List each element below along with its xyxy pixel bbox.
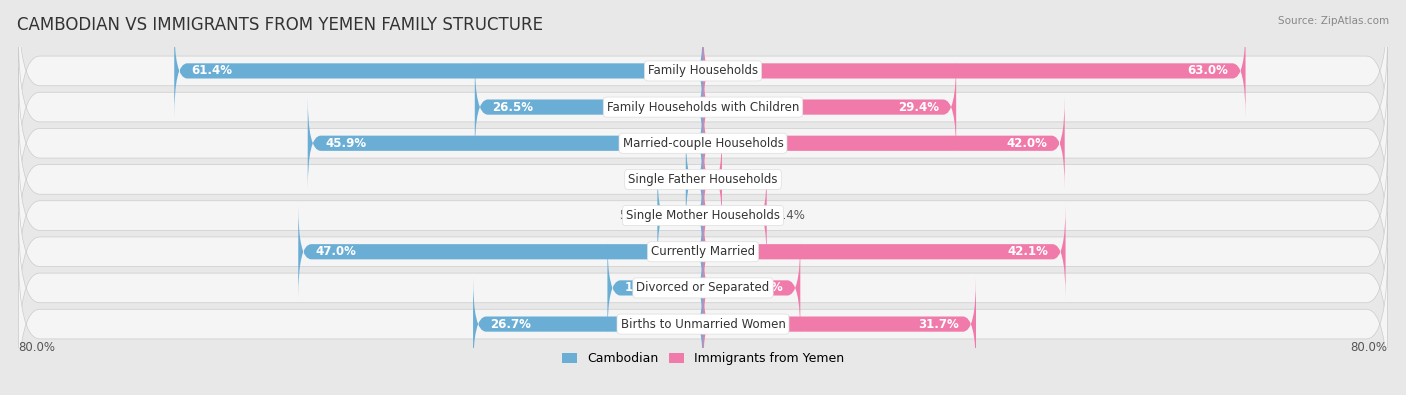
Text: 7.4%: 7.4% <box>775 209 806 222</box>
FancyBboxPatch shape <box>18 176 1388 327</box>
Text: Married-couple Households: Married-couple Households <box>623 137 783 150</box>
Text: Single Father Households: Single Father Households <box>628 173 778 186</box>
FancyBboxPatch shape <box>703 60 956 154</box>
Text: 2.2%: 2.2% <box>731 173 761 186</box>
FancyBboxPatch shape <box>18 0 1388 147</box>
Text: 11.3%: 11.3% <box>742 281 783 294</box>
FancyBboxPatch shape <box>18 32 1388 182</box>
Text: Births to Unmarried Women: Births to Unmarried Women <box>620 318 786 331</box>
FancyBboxPatch shape <box>703 97 1064 190</box>
Text: 31.7%: 31.7% <box>918 318 959 331</box>
Text: Source: ZipAtlas.com: Source: ZipAtlas.com <box>1278 16 1389 26</box>
Text: 42.1%: 42.1% <box>1008 245 1049 258</box>
FancyBboxPatch shape <box>472 277 703 371</box>
Text: Single Mother Households: Single Mother Households <box>626 209 780 222</box>
FancyBboxPatch shape <box>703 133 721 226</box>
Text: 42.0%: 42.0% <box>1007 137 1047 150</box>
Text: 80.0%: 80.0% <box>18 341 55 354</box>
FancyBboxPatch shape <box>703 24 1246 118</box>
Text: Family Households: Family Households <box>648 64 758 77</box>
FancyBboxPatch shape <box>703 241 800 335</box>
FancyBboxPatch shape <box>308 97 703 190</box>
Legend: Cambodian, Immigrants from Yemen: Cambodian, Immigrants from Yemen <box>562 352 844 365</box>
Text: Family Households with Children: Family Households with Children <box>607 101 799 114</box>
Text: 2.0%: 2.0% <box>647 173 678 186</box>
Text: Divorced or Separated: Divorced or Separated <box>637 281 769 294</box>
Text: 63.0%: 63.0% <box>1188 64 1229 77</box>
FancyBboxPatch shape <box>475 60 703 154</box>
Text: Currently Married: Currently Married <box>651 245 755 258</box>
Text: 5.3%: 5.3% <box>619 209 648 222</box>
FancyBboxPatch shape <box>18 213 1388 363</box>
FancyBboxPatch shape <box>18 68 1388 219</box>
Text: 26.7%: 26.7% <box>491 318 531 331</box>
Text: 45.9%: 45.9% <box>325 137 366 150</box>
Text: 26.5%: 26.5% <box>492 101 533 114</box>
Text: CAMBODIAN VS IMMIGRANTS FROM YEMEN FAMILY STRUCTURE: CAMBODIAN VS IMMIGRANTS FROM YEMEN FAMIL… <box>17 16 543 34</box>
FancyBboxPatch shape <box>703 169 766 262</box>
FancyBboxPatch shape <box>18 248 1388 395</box>
FancyBboxPatch shape <box>703 205 1066 298</box>
FancyBboxPatch shape <box>18 140 1388 291</box>
Text: 80.0%: 80.0% <box>1351 341 1388 354</box>
Text: 11.1%: 11.1% <box>624 281 665 294</box>
FancyBboxPatch shape <box>686 133 703 226</box>
Text: 61.4%: 61.4% <box>191 64 232 77</box>
FancyBboxPatch shape <box>174 24 703 118</box>
Text: 47.0%: 47.0% <box>315 245 356 258</box>
FancyBboxPatch shape <box>18 104 1388 255</box>
FancyBboxPatch shape <box>298 205 703 298</box>
FancyBboxPatch shape <box>607 241 703 335</box>
FancyBboxPatch shape <box>703 277 976 371</box>
Text: 29.4%: 29.4% <box>898 101 939 114</box>
FancyBboxPatch shape <box>658 169 703 262</box>
